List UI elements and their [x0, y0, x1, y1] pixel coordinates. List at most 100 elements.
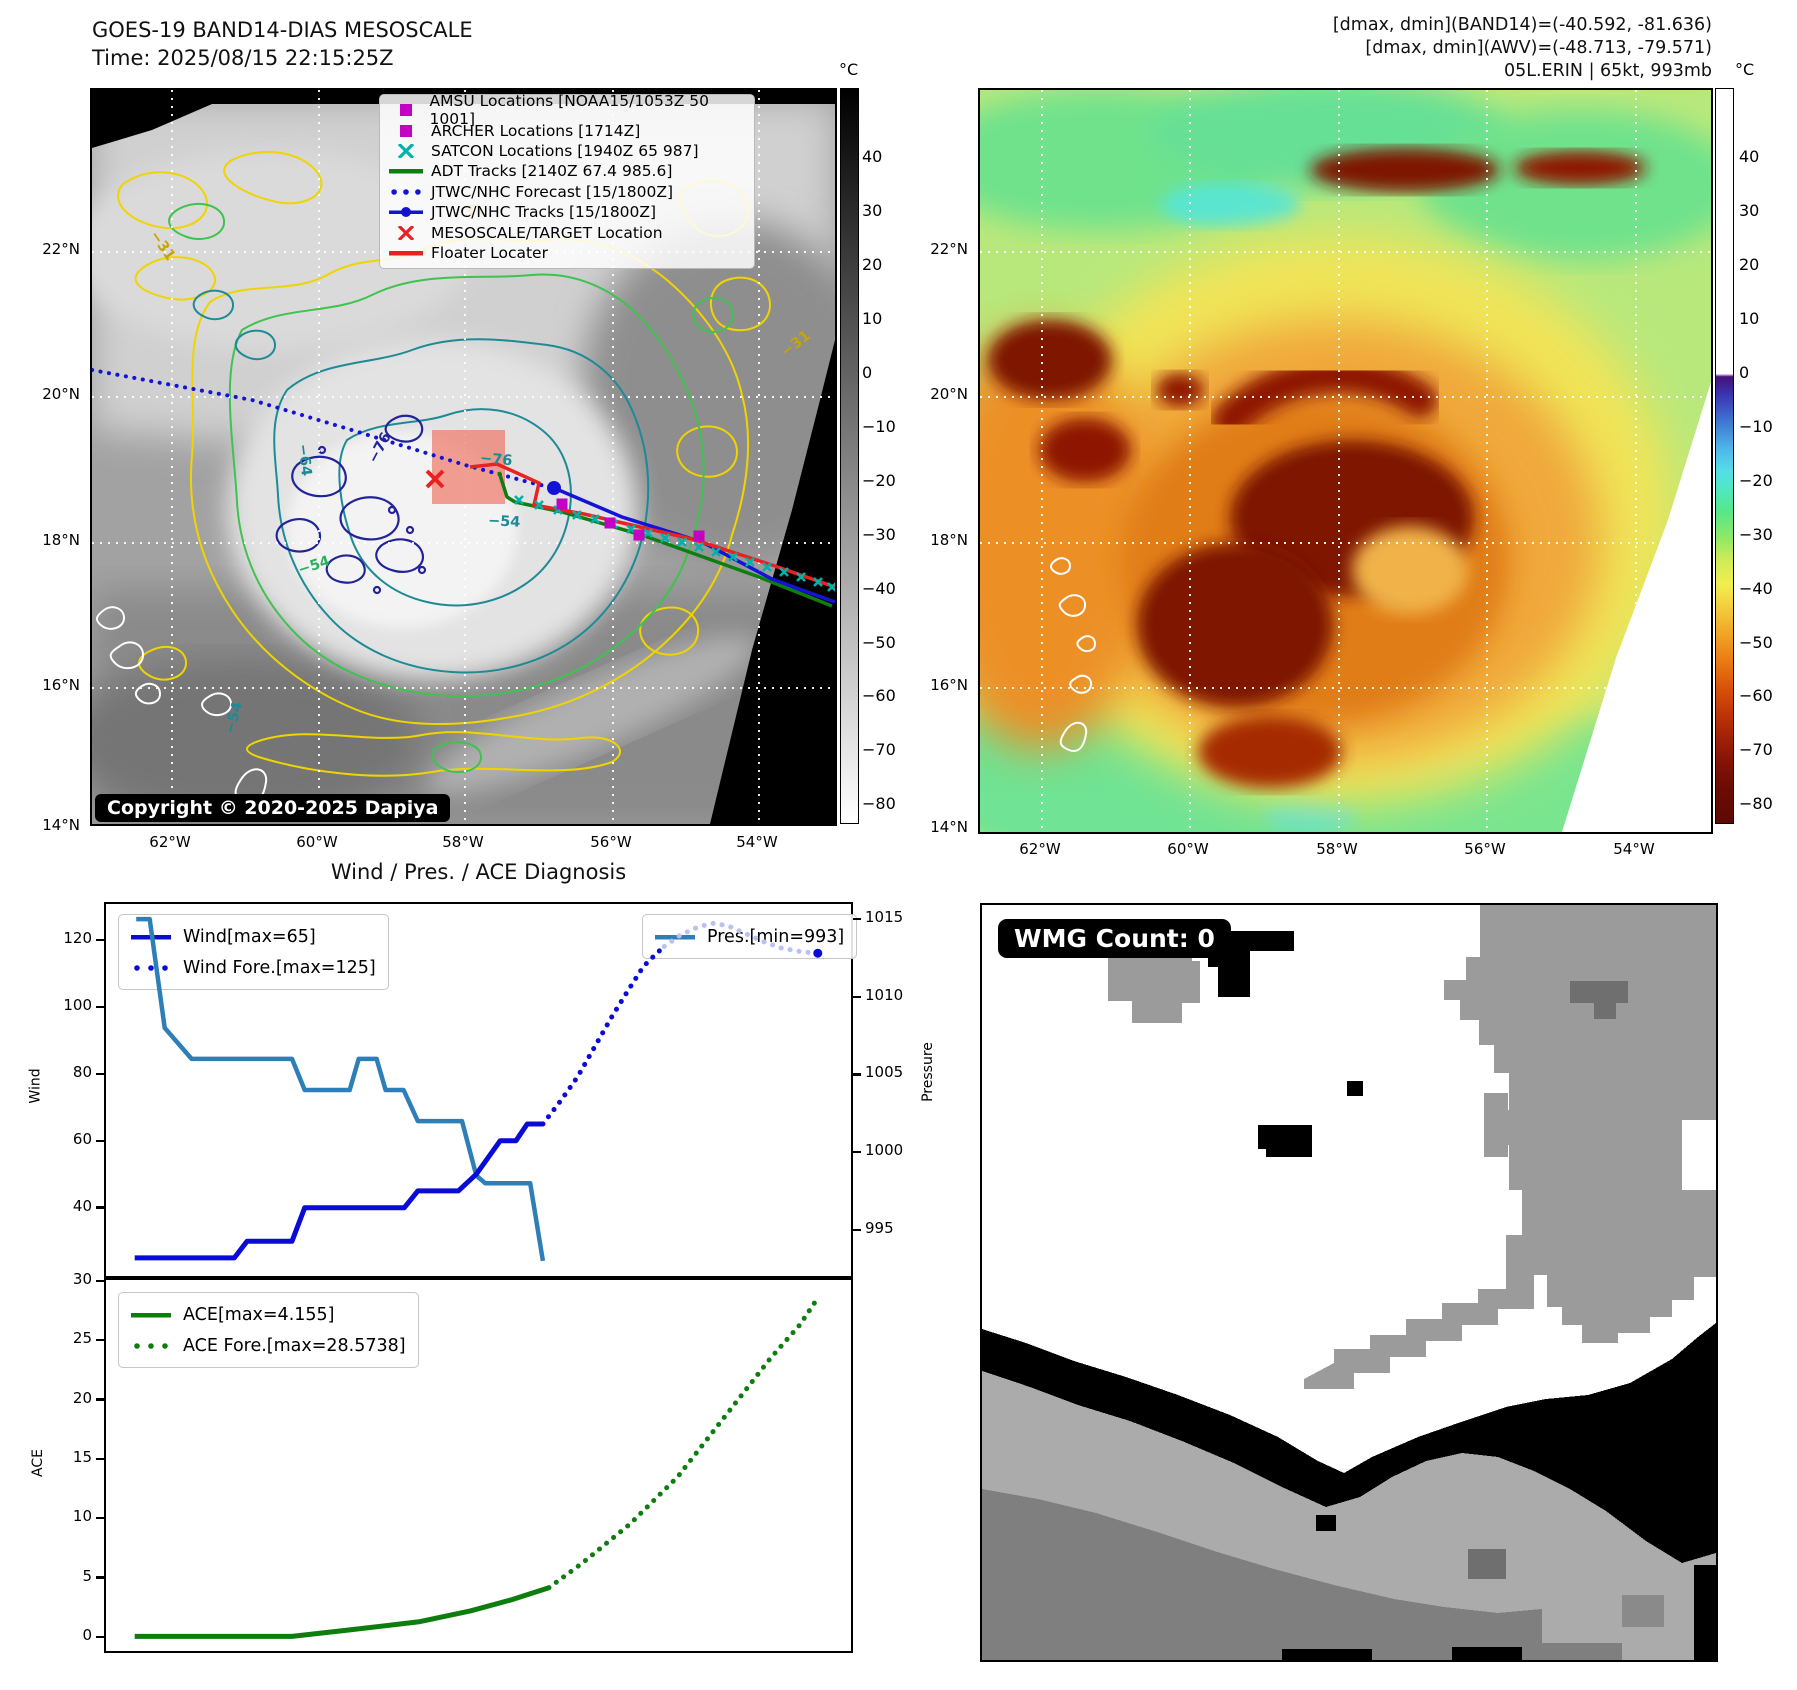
- lon-tick-label: 60°W: [1167, 840, 1209, 858]
- y2-tick-label: 1000: [865, 1141, 904, 1160]
- colorbar-tick-label: 20: [1739, 254, 1760, 274]
- lat-tick-label: 14°N: [42, 816, 80, 835]
- series-wind-fore-beyond-: [661, 920, 821, 956]
- colorbar-tick-label: −50: [862, 632, 896, 652]
- y-tick-label: 60: [72, 1129, 92, 1148]
- legend-item: ACE Fore.[max=28.5738]: [131, 1330, 406, 1361]
- colorbar-tick-label: 10: [1739, 308, 1760, 328]
- legend-item-label: ACE[max=4.155]: [183, 1304, 335, 1325]
- colorbar-tick-label: −60: [862, 686, 896, 706]
- wmg-count-badge: WMG Count: 0: [998, 919, 1231, 958]
- lon-tick-label: 54°W: [1613, 840, 1655, 858]
- x-icon: [397, 143, 415, 158]
- mesoscale-target-box: [432, 430, 505, 504]
- colorbar-tick-label: −60: [1739, 686, 1773, 706]
- colorbar-tick-label: −70: [862, 740, 896, 760]
- series-pres-: [136, 916, 546, 1262]
- legend-item-label: JTWC/NHC Tracks [15/1800Z]: [431, 203, 657, 222]
- legend-item: JTWC/NHC Forecast [15/1800Z]: [389, 182, 745, 202]
- colorbar-tick-label: −10: [1739, 416, 1773, 436]
- y-tick-label: 100: [63, 995, 92, 1014]
- lon-tick-label: 56°W: [590, 833, 632, 851]
- y-tick-mark: [96, 1339, 104, 1342]
- series-wind-fore-: [540, 944, 667, 1127]
- wmg-classification-image: [982, 905, 1716, 1660]
- lon-tick-label: 58°W: [1316, 840, 1358, 858]
- legend-item-label: JTWC/NHC Forecast [15/1800Z]: [431, 182, 674, 201]
- lat-tick-label: 22°N: [42, 239, 80, 258]
- y2-tick-mark: [853, 1073, 861, 1076]
- green-contours: [168, 202, 735, 774]
- wind_pressure-plot: [134, 916, 823, 1262]
- y-tick-label: 10: [72, 1507, 92, 1526]
- y2-tick-mark: [853, 917, 861, 921]
- legend-item: AMSU Locations [NOAA15/1053Z 50 1001]: [389, 92, 745, 128]
- legend-item-label: Wind Fore.[max=125]: [183, 957, 376, 978]
- y-tick-mark: [96, 1398, 104, 1401]
- legend-item-label: MESOSCALE/TARGET Location: [431, 223, 663, 242]
- y2-tick-mark: [853, 1228, 861, 1232]
- square-icon: [400, 104, 412, 117]
- copyright-badge: Copyright © 2020-2025 Dapiya: [95, 794, 451, 822]
- satcon-x-marker: [534, 500, 544, 510]
- colorbar-tick-label: −40: [862, 578, 896, 598]
- x-icon: [397, 225, 415, 240]
- ace-legend: ACE[max=4.155] ACE Fore.[max=28.5738]: [118, 1292, 419, 1368]
- lat-tick-label: 20°N: [42, 385, 80, 404]
- colorbar-tick-label: −50: [1739, 632, 1773, 652]
- legend-item: Wind Fore.[max=125]: [131, 952, 376, 983]
- legend-item-label: ACE Fore.[max=28.5738]: [183, 1335, 406, 1356]
- y2-tick-mark: [853, 995, 861, 998]
- colorbar-tick-label: −10: [862, 416, 896, 436]
- colorbar-tick-label: −30: [1739, 524, 1773, 544]
- y2-tick-label: 1005: [865, 1063, 904, 1082]
- y-tick-label: 15: [72, 1447, 92, 1466]
- colorbar-tick-label: 20: [862, 254, 883, 274]
- satcon-x-marker: [711, 547, 721, 557]
- y-tick-label: 25: [72, 1329, 92, 1348]
- satcon-x-marker: [694, 542, 704, 552]
- y-tick-mark: [96, 1139, 104, 1142]
- lon-tick-label: 58°W: [442, 833, 484, 851]
- colorbar-tick-label: 40: [862, 146, 883, 166]
- satcon-x-marker: [643, 528, 653, 538]
- y2-tick-label: 1015: [865, 908, 904, 927]
- jtwc-forecast-line: [92, 368, 556, 490]
- contour-label: −76: [479, 450, 513, 470]
- dotted-icon: [134, 964, 168, 971]
- wmg-panel: WMG Count: 0: [980, 903, 1718, 1662]
- square-icon: [400, 124, 412, 137]
- y-tick-label: 40: [72, 1196, 92, 1215]
- ace-plot: [134, 1295, 821, 1639]
- lat-tick-label: 20°N: [930, 385, 968, 404]
- y2-tick-label: 995: [865, 1218, 894, 1237]
- mesoscale-target-x: [425, 469, 445, 489]
- satcon-x-marker: [779, 567, 789, 577]
- island-outlines: [1050, 557, 1097, 752]
- amsu-square-marker: [604, 517, 616, 529]
- satcon-x-marker: [813, 577, 823, 587]
- goes-time: Time: 2025/08/15 22:15:25Z: [92, 46, 394, 70]
- legend-item: ARCHER Locations [1714Z]: [389, 120, 745, 140]
- awv-map-image: [980, 90, 1711, 832]
- graticule: [980, 90, 1711, 832]
- colorbar-tick-label: 30: [862, 200, 883, 220]
- map-legend: AMSU Locations [NOAA15/1053Z 50 1001] ARC…: [379, 92, 755, 270]
- teal-contours: [192, 289, 650, 674]
- y-tick-mark: [96, 1206, 104, 1209]
- satcon-x-marker: [827, 582, 835, 592]
- legend-item: ACE[max=4.155]: [131, 1299, 406, 1330]
- legend-item-label: Floater Locater: [431, 243, 548, 262]
- solid-icon: [655, 934, 695, 939]
- colorbar-tick-label: −20: [862, 470, 896, 490]
- colorbar-tick-label: −30: [862, 524, 896, 544]
- series-ace-fore-: [546, 1295, 821, 1591]
- dmax-band14: [dmax, dmin](BAND14)=(-40.592, -81.636): [1332, 15, 1712, 35]
- navy-contours: [275, 414, 427, 595]
- legend-item-label: ARCHER Locations [1714Z]: [431, 121, 641, 140]
- y2-tick-label: 1010: [865, 985, 904, 1004]
- y-tick-mark: [96, 1576, 104, 1579]
- colorbar-tick-label: −40: [1739, 578, 1773, 598]
- y-tick-label: 20: [72, 1388, 92, 1407]
- lat-tick-label: 16°N: [930, 676, 968, 695]
